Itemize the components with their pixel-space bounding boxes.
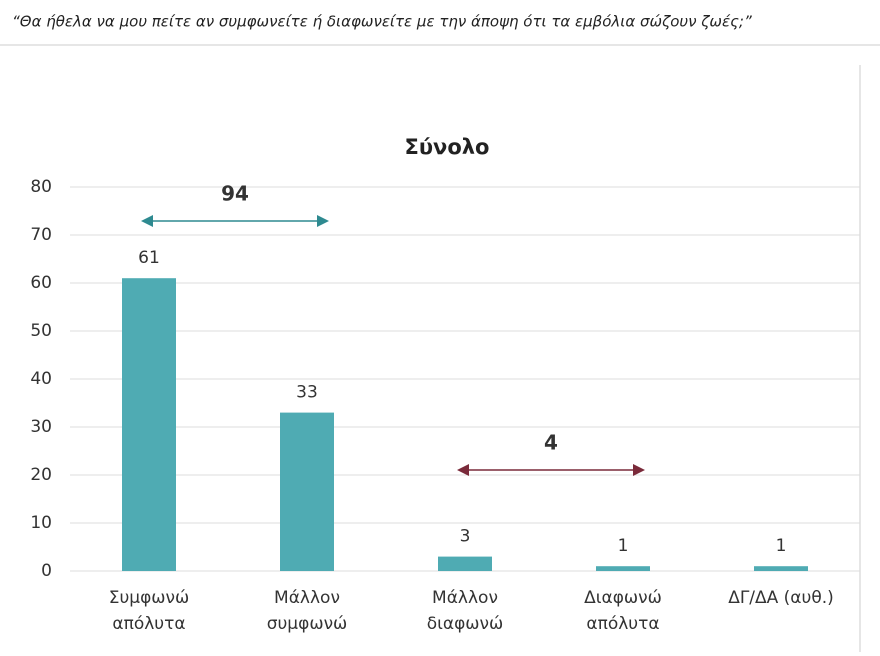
bar [438,556,492,571]
y-tick-label: 30 [30,417,52,437]
value-label: 61 [138,248,160,268]
arrow-head [317,215,329,227]
y-tick-label: 40 [30,369,52,389]
annotation-label: 4 [544,431,558,455]
x-tick-line: συμφωνώ [267,614,348,634]
x-tick-line: απόλυτα [112,614,185,634]
y-tick-label: 60 [30,273,52,293]
y-tick-label: 10 [30,513,52,533]
x-tick-line: Διαφωνώ [584,588,662,608]
bar [596,566,650,571]
x-tick-label: Μάλλον διαφωνώ [427,588,504,634]
x-tick-label: ΔΓ/ΔΑ (αυθ.) [728,588,834,608]
question: “Θα ήθελα να μου πείτε αν συμφωνείτε ή δ… [12,13,752,31]
y-tick-label: 20 [30,465,52,485]
annotation-label: 94 [221,182,249,206]
value-label: 1 [776,536,787,556]
x-tick-line: απόλυτα [586,614,659,634]
x-tick-label: Συμφωνώ απόλυτα [109,588,190,634]
arrow-head [141,215,153,227]
x-tick-line: ΔΓ/ΔΑ (αυθ.) [728,588,834,608]
arrow-head [457,464,469,476]
bar [754,566,808,571]
y-tick-label: 50 [30,321,52,341]
arrow-head [633,464,645,476]
chart-title: Σύνολο [405,135,490,159]
bar [280,412,334,571]
y-tick-label: 80 [30,177,52,197]
y-tick-label: 0 [41,561,52,581]
x-tick-label: Διαφωνώ απόλυτα [584,588,662,634]
value-label: 1 [618,536,629,556]
y-tick-label: 70 [30,225,52,245]
value-label: 3 [460,527,471,547]
x-tick-line: διαφωνώ [427,614,504,634]
x-tick-label: Μάλλον συμφωνώ [267,588,348,634]
x-tick-line: Μάλλον [274,588,340,608]
x-tick-line: Μάλλον [432,588,498,608]
x-tick-line: Συμφωνώ [109,588,190,608]
value-label: 33 [296,383,318,403]
bar [122,278,176,571]
